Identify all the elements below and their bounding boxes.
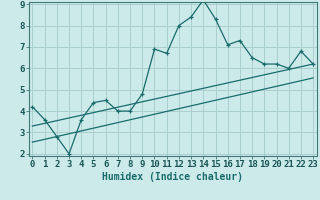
X-axis label: Humidex (Indice chaleur): Humidex (Indice chaleur) [102, 172, 243, 182]
